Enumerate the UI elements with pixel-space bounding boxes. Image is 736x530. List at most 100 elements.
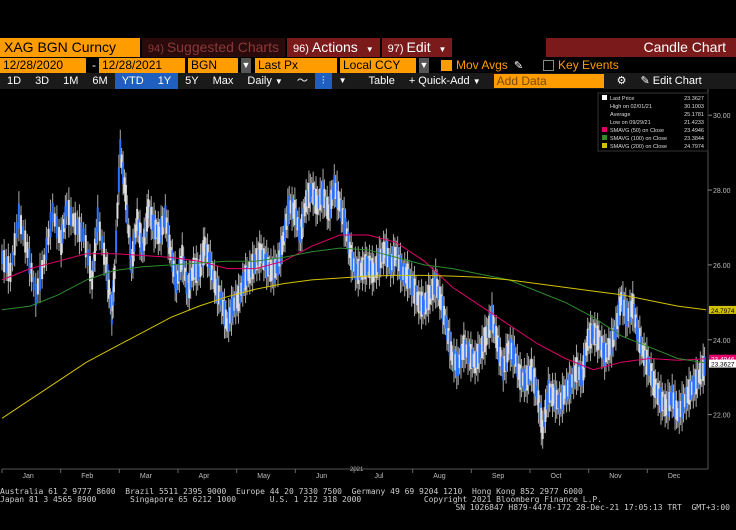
candle-body [554, 385, 557, 411]
range-1m[interactable]: 1M [63, 75, 79, 87]
suggested-charts-button[interactable]: 94) Suggested Charts [142, 38, 285, 57]
candle-body [457, 356, 460, 376]
candle-body [565, 379, 568, 402]
candle-body [544, 399, 547, 422]
source-dropdown[interactable]: ▼ [241, 57, 251, 73]
candle-body [47, 228, 50, 245]
candle-body [360, 263, 363, 277]
currency-dropdown[interactable]: ▼ [419, 57, 429, 73]
source-field[interactable]: BGN [188, 57, 238, 73]
y-tick-label: 22.00 [713, 413, 731, 420]
end-date-field[interactable]: 12/28/2021 [99, 57, 185, 73]
candle-body [447, 327, 450, 345]
candle-body [67, 199, 70, 226]
candle-body [495, 325, 498, 348]
candle-body [596, 325, 599, 351]
candle-body [213, 270, 216, 293]
candle-body [250, 261, 253, 278]
quick-add-label: Quick-Add [418, 75, 470, 87]
candle-body [126, 204, 129, 224]
candle-body [80, 222, 83, 242]
line-chart-icon[interactable]: 〜 [296, 75, 308, 87]
candle-body [127, 224, 130, 238]
candle-body [427, 285, 430, 311]
range-max[interactable]: Max [212, 75, 234, 87]
candle-body [409, 275, 412, 289]
ticker-field[interactable]: XAG BGN Curncy [0, 38, 140, 57]
candle-body [338, 198, 341, 212]
pencil-icon[interactable]: ✎ [513, 59, 524, 72]
candle-body [668, 391, 671, 412]
x-tick-label: Apr [199, 473, 211, 480]
candle-body [296, 217, 299, 231]
actions-label: Actions [311, 39, 358, 55]
candle-body [113, 265, 116, 279]
actions-menu[interactable]: 96) Actions ▼ [286, 38, 380, 57]
range-5y[interactable]: 5Y [185, 75, 199, 87]
candle-body [555, 390, 558, 410]
price-field[interactable]: Last Px [255, 57, 337, 73]
candle-body [392, 246, 395, 272]
start-date-field[interactable]: 12/28/2020 [0, 57, 86, 73]
candle-body [281, 235, 284, 255]
candle-body [155, 224, 158, 238]
candle-chart-icon[interactable]: ⫶ [314, 73, 332, 89]
candle-body [403, 263, 406, 286]
chart-style-dropdown[interactable]: ▼ [338, 76, 347, 85]
candle-chart[interactable]: 30.00 28.00 26.00 24.00 22.00 Jan Feb Mar Apr Ma… [0, 89, 736, 484]
candle-body [597, 330, 600, 350]
quick-add-button[interactable]: + Quick-Add ▼ [408, 75, 481, 87]
candle-body [523, 368, 526, 392]
candle-body [174, 263, 177, 289]
candle-body [619, 296, 622, 316]
edit-chart-button[interactable]: ✎ Edit Chart [640, 75, 702, 87]
candle-body [243, 271, 246, 288]
candle-body [137, 219, 140, 236]
candle-body [683, 394, 686, 408]
candle-body [305, 190, 308, 213]
mov-avgs-checkbox[interactable] [441, 59, 452, 71]
legend-label: Average [610, 112, 630, 118]
candle-body [224, 309, 227, 329]
range-ytd[interactable]: YTD [114, 73, 151, 89]
candle-body [658, 388, 661, 405]
candle-body [181, 244, 184, 270]
candle-body [212, 269, 215, 283]
candle-body [462, 334, 465, 360]
candle-body [357, 258, 360, 284]
candle-body [524, 372, 527, 389]
table-button[interactable]: Table [368, 75, 395, 87]
edit-menu[interactable]: 97) Edit ▼ [381, 38, 453, 57]
candle-body [313, 189, 316, 206]
candle-body [474, 351, 477, 374]
candle-body [547, 379, 550, 405]
key-events-checkbox[interactable] [543, 59, 555, 71]
candle-body [379, 248, 382, 268]
candle-body [203, 236, 206, 256]
x-tick-label: Jan [23, 473, 34, 480]
candle-body [678, 400, 681, 423]
candle-body [389, 253, 392, 276]
range-6m[interactable]: 6M [92, 75, 108, 87]
candle-body [543, 413, 546, 427]
settings-icon[interactable]: ⚙ [616, 75, 627, 87]
currency-field[interactable]: Local CCY [340, 57, 416, 73]
candle-body [452, 349, 455, 372]
range-1y[interactable]: 1Y [150, 73, 179, 89]
candle-body [92, 258, 95, 272]
range-1d[interactable]: 1D [7, 75, 22, 87]
candle-body [469, 344, 472, 370]
candle-body [241, 273, 244, 296]
period-selector[interactable]: Daily ▼ [240, 73, 289, 89]
candle-body [5, 256, 8, 273]
candle-body [154, 219, 157, 239]
x-tick-label: Feb [81, 473, 93, 480]
add-data-input[interactable]: Add Data [493, 74, 604, 88]
candle-body [514, 353, 517, 367]
legend-swatch [602, 143, 607, 148]
range-3d[interactable]: 3D [35, 75, 50, 87]
candle-body [450, 341, 453, 361]
candle-body [451, 351, 454, 366]
candle-body [488, 315, 491, 338]
candle-body [206, 244, 209, 267]
